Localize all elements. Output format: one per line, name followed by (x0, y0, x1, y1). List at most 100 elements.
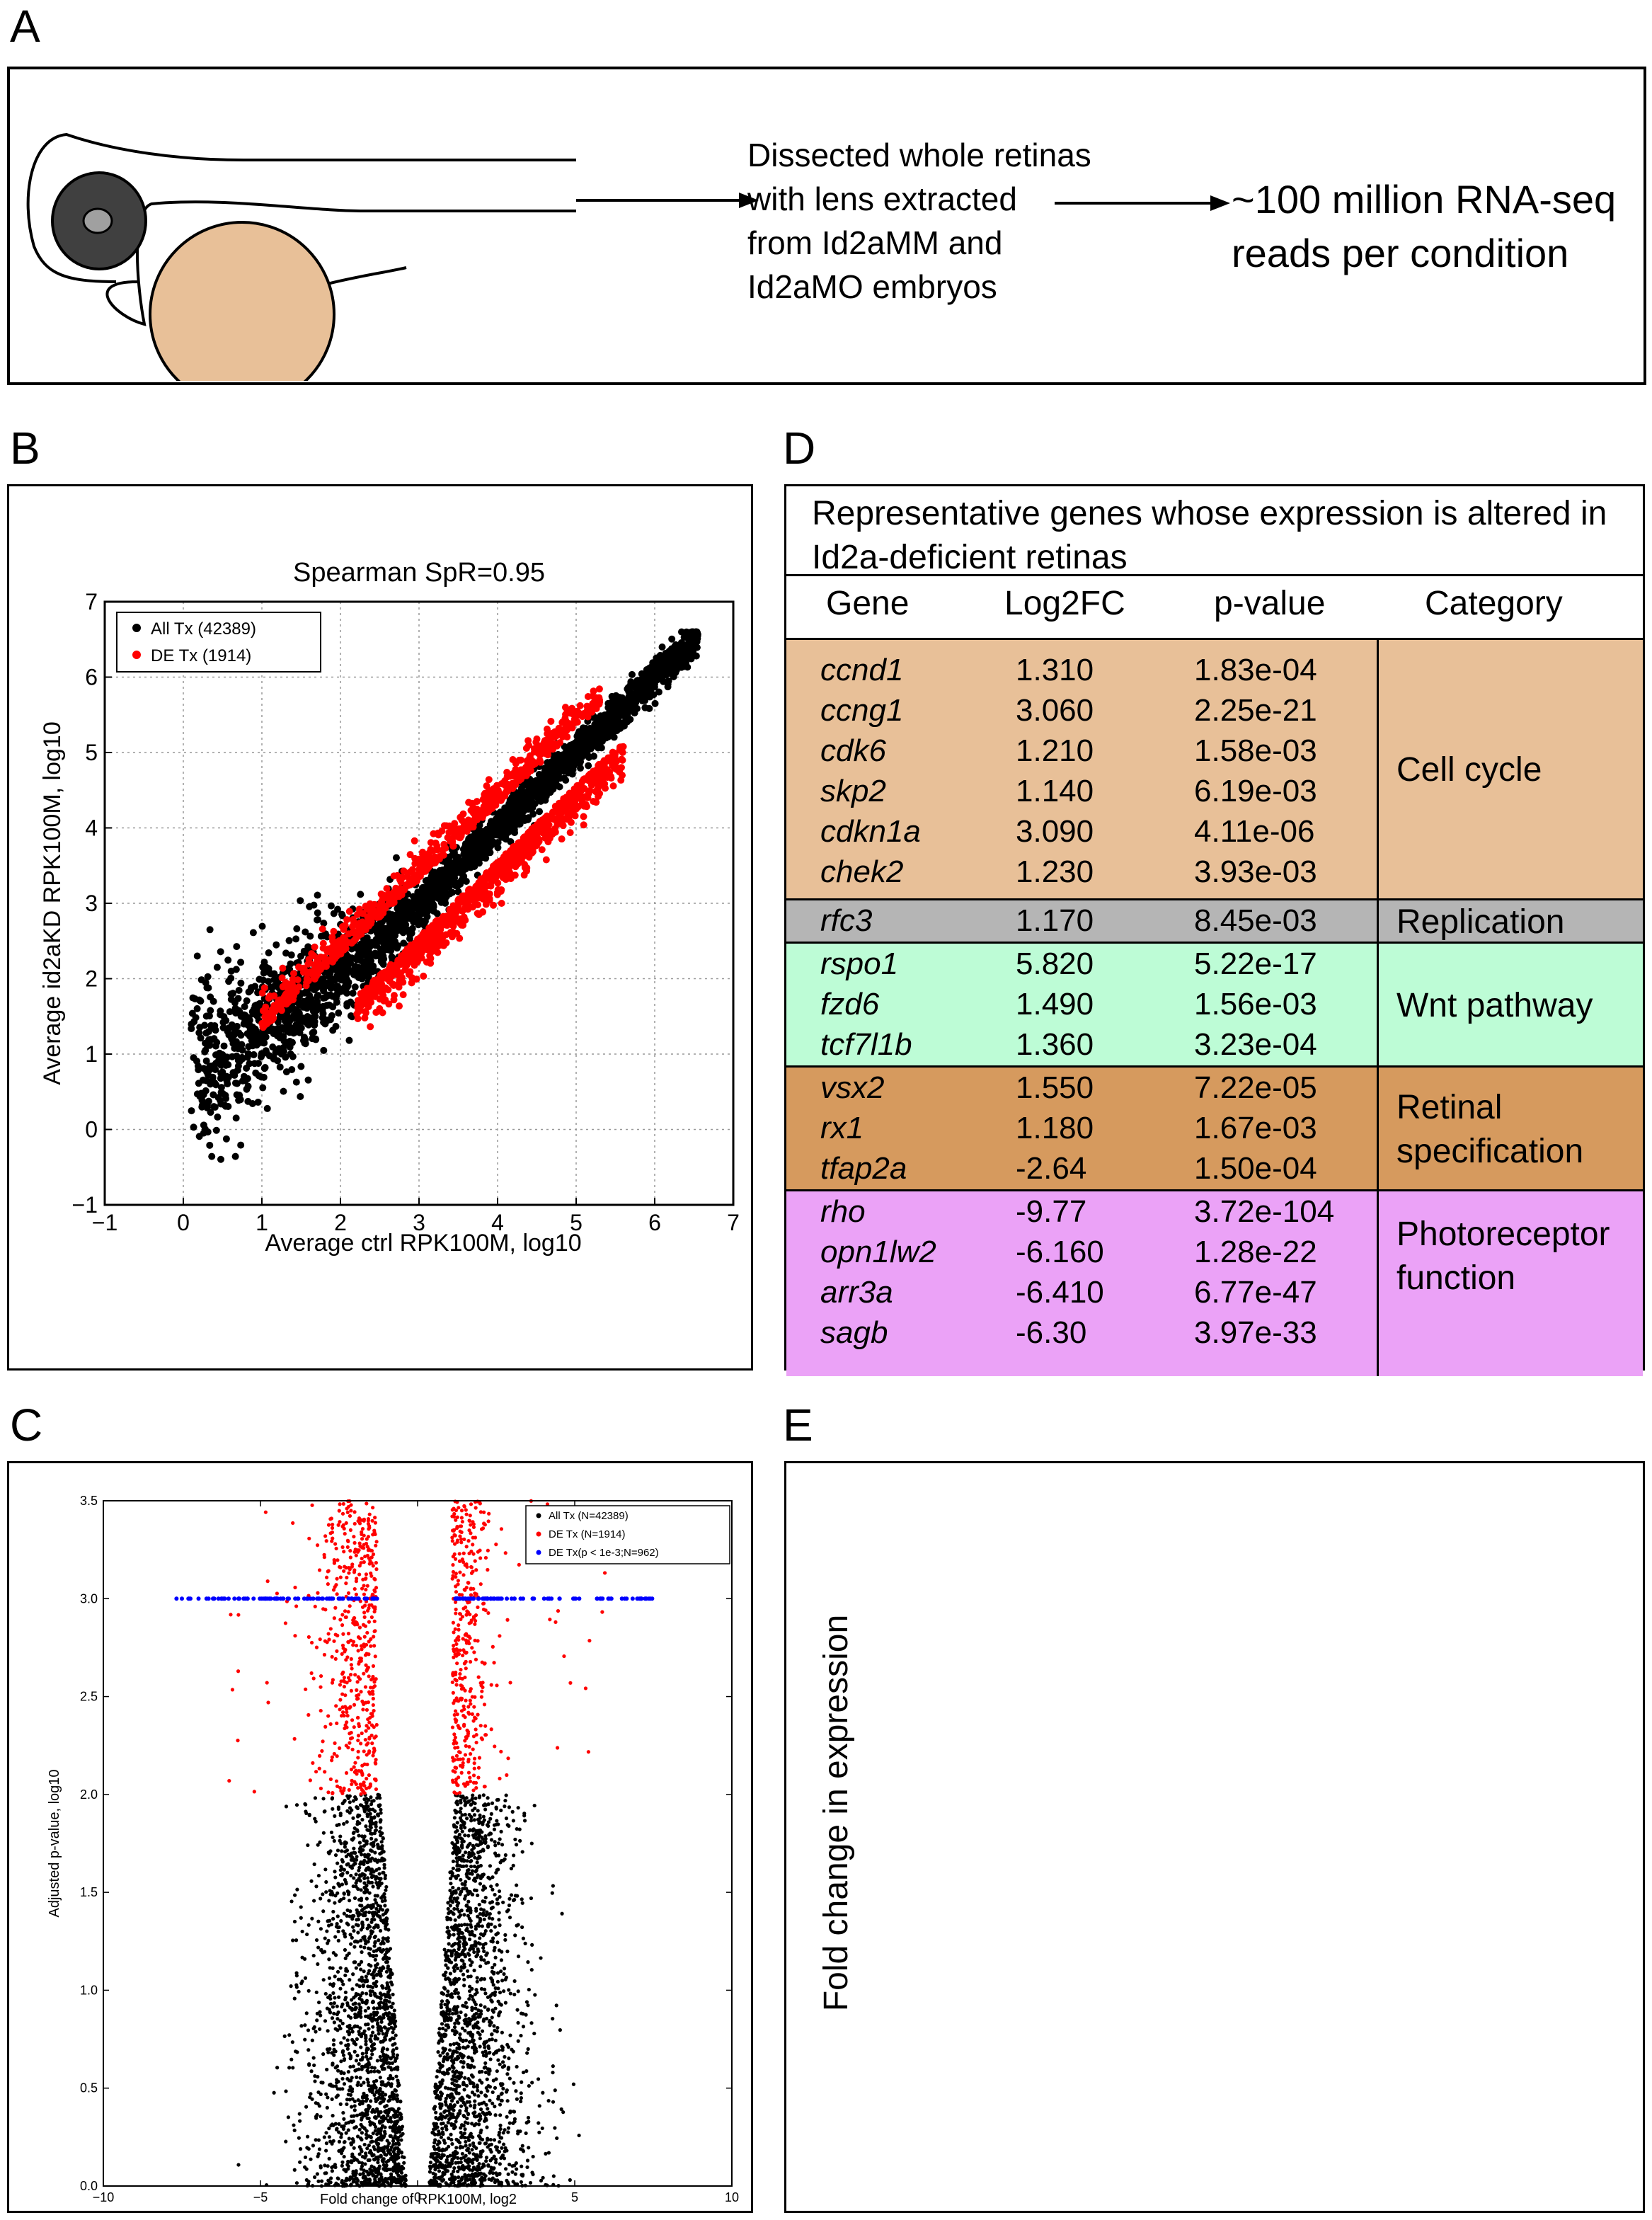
pvalue-value: 6.19e-03 (1194, 774, 1317, 808)
pvalue-value: 5.22e-17 (1194, 946, 1317, 981)
panel-e-box: 0246810102030405060ccnd1cdk6skp2cdkn1afz… (784, 1461, 1645, 2213)
log2fc-value: -6.30 (1016, 1315, 1087, 1350)
plot-c-legend: All Tx (N=42389) DE Tx (N=1914) DE Tx(p … (525, 1505, 730, 1564)
panel-label-e: E (783, 1400, 813, 1451)
table-group: vsx2 1.550 7.22e-05 rx1 1.180 1.67e-03 tfap2a -… (786, 1065, 1643, 1189)
pvalue-value: 1.56e-03 (1194, 987, 1317, 1022)
gene-name: fzd6 (820, 987, 880, 1022)
log2fc-value: -6.160 (1016, 1235, 1104, 1269)
panel-label-b: B (10, 423, 40, 474)
yolk-sac (149, 221, 335, 381)
category-label: Retinal specification (1396, 1088, 1584, 1170)
panel-label-c: C (10, 1400, 43, 1451)
pvalue-value: 3.97e-33 (1194, 1315, 1317, 1350)
b-ytick-label: −1 (72, 1192, 98, 1218)
log2fc-value: 1.230 (1016, 854, 1094, 889)
log2fc-value: 1.490 (1016, 987, 1094, 1022)
legend-c-all: All Tx (N=42389) (549, 1510, 629, 1522)
gene-name: chek2 (820, 854, 904, 889)
pvalue-value: 8.45e-03 (1194, 903, 1317, 938)
gene-name: rspo1 (820, 946, 899, 981)
b-scatter-points (188, 628, 701, 1163)
panel-c-box: −10 −5 0 5 10 0.0 0.5 1.0 1.5 2.0 2.5 3.0 3.5 Fold c… (7, 1461, 753, 2213)
panel-label-d: D (783, 423, 816, 474)
category-label: Cell cycle (1396, 751, 1542, 789)
category-label: Wnt pathway (1396, 986, 1593, 1024)
scatter-plot-b: −1 0 1 2 3 4 5 6 7 −1 0 1 2 3 4 5 6 7 Spearman SpR=0.95 A… (39, 558, 740, 1257)
gene-name: opn1lw2 (820, 1235, 936, 1269)
b-xtick-label: 3 (413, 1210, 425, 1235)
gene-name: rfc3 (820, 903, 873, 938)
c-ytick-label: 1.5 (80, 1885, 98, 1899)
b-xtick-label: 0 (177, 1210, 190, 1235)
pvalue-value: 3.72e-104 (1194, 1194, 1335, 1229)
log2fc-value: 1.140 (1016, 774, 1094, 808)
b-ytick-label: 6 (85, 665, 98, 690)
table-title: Representative genes whose expression is… (812, 495, 1607, 576)
log2fc-value: -2.64 (1016, 1151, 1087, 1186)
log2fc-value: -6.410 (1016, 1275, 1104, 1310)
gene-name: vsx2 (820, 1070, 885, 1105)
b-xtick-label: 2 (334, 1210, 347, 1235)
pvalue-value: 1.67e-03 (1194, 1111, 1317, 1145)
b-ytick-label: 2 (85, 966, 98, 992)
legend-b-de: DE Tx (1914) (151, 646, 251, 665)
b-ytick-label: 0 (85, 1117, 98, 1143)
pvalue-value: 3.93e-03 (1194, 854, 1317, 889)
plot-b-legend: All Tx (42389) DE Tx (1914) (116, 612, 321, 673)
table-group: rfc3 1.170 8.45e-03 Replication (786, 898, 1643, 942)
legend-b-all-marker (132, 624, 141, 632)
c-ytick-label: 2.5 (80, 1690, 98, 1704)
log2fc-value: 1.180 (1016, 1111, 1094, 1145)
arrow-1 (576, 193, 759, 208)
log2fc-value: 1.550 (1016, 1070, 1094, 1105)
c-xtick-label: −5 (253, 2190, 268, 2204)
log2fc-value: 1.310 (1016, 653, 1094, 687)
plot-b-ylabel: Average id2aKD RPK100M, log10 (39, 721, 66, 1085)
pvalue-value: 2.25e-21 (1194, 693, 1317, 728)
bar-chart-e: 0246810102030405060ccnd1cdk6skp2cdkn1afz… (818, 1615, 855, 2011)
legend-b-all: All Tx (42389) (151, 619, 256, 639)
gene-name: cdk6 (820, 733, 886, 768)
pvalue-value: 1.28e-22 (1194, 1235, 1317, 1269)
pvalue-value: 7.22e-05 (1194, 1070, 1317, 1105)
b-xtick-label: 6 (648, 1210, 661, 1235)
b-ytick-label: 5 (85, 740, 98, 765)
b-ytick-label: 3 (85, 891, 98, 916)
gene-name: tcf7l1b (820, 1027, 912, 1062)
plot-b-title: Spearman SpR=0.95 (293, 558, 545, 588)
header-category: Category (1425, 585, 1563, 622)
plot-e-ylabel: Fold change in expression (818, 1615, 855, 2011)
gene-table: Representative genes whose expression is… (784, 484, 1645, 1376)
embryo-illustration (26, 132, 576, 381)
b-xtick-label: 7 (727, 1210, 740, 1235)
step1-text: Dissected whole retinas with lens extrac… (747, 137, 1091, 305)
gene-name: rx1 (820, 1111, 864, 1145)
gene-name: arr3a (820, 1275, 893, 1310)
log2fc-value: 1.210 (1016, 733, 1094, 768)
c-ytick-label: 0.5 (80, 2081, 98, 2095)
log2fc-value: 3.090 (1016, 814, 1094, 849)
pvalue-value: 1.83e-04 (1194, 653, 1317, 687)
embryo-outline (26, 132, 576, 283)
volcano-plot-c: −10 −5 0 5 10 0.0 0.5 1.0 1.5 2.0 2.5 3.0 3.5 Fold c… (47, 1494, 739, 2207)
gene-name: rho (820, 1194, 866, 1229)
legend-c-sig: DE Tx(p < 1e-3;N=962) (549, 1547, 659, 1559)
b-ytick-label: 1 (85, 1041, 98, 1067)
b-ytick-label: 4 (85, 816, 98, 841)
b-xtick-label: 5 (570, 1210, 583, 1235)
pvalue-value: 3.23e-04 (1194, 1027, 1317, 1062)
table-group: rho -9.77 3.72e-104 opn1lw2 -6.160 1.28e-22 ar… (786, 1189, 1643, 1376)
log2fc-value: 3.060 (1016, 693, 1094, 728)
gene-name: skp2 (820, 774, 886, 808)
b-ytick-label: 7 (85, 589, 98, 614)
pvalue-value: 4.11e-06 (1194, 814, 1315, 849)
log2fc-value: 5.820 (1016, 946, 1094, 981)
c-ytick-label: 3.5 (80, 1494, 98, 1508)
b-xtick-label: −1 (92, 1210, 117, 1235)
gene-name: cdkn1a (820, 814, 921, 849)
table-group: ccnd1 1.310 1.83e-04 ccng1 3.060 2.25e-21 cdk6… (786, 638, 1643, 898)
log2fc-value: 1.360 (1016, 1027, 1094, 1062)
pvalue-value: 1.58e-03 (1194, 733, 1317, 768)
panel-label-a: A (10, 1, 40, 52)
